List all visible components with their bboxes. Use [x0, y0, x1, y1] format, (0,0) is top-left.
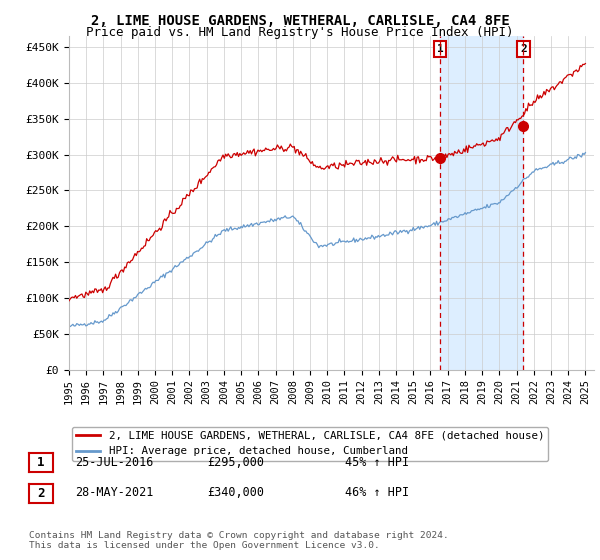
Text: Contains HM Land Registry data © Crown copyright and database right 2024.
This d: Contains HM Land Registry data © Crown c… — [29, 530, 449, 550]
Text: 2: 2 — [37, 487, 44, 500]
Text: Price paid vs. HM Land Registry's House Price Index (HPI): Price paid vs. HM Land Registry's House … — [86, 26, 514, 39]
Text: 28-MAY-2021: 28-MAY-2021 — [75, 486, 154, 500]
Text: £295,000: £295,000 — [207, 455, 264, 469]
Text: 2: 2 — [520, 44, 527, 54]
Text: 46% ↑ HPI: 46% ↑ HPI — [345, 486, 409, 500]
Text: 45% ↑ HPI: 45% ↑ HPI — [345, 455, 409, 469]
Text: 2, LIME HOUSE GARDENS, WETHERAL, CARLISLE, CA4 8FE: 2, LIME HOUSE GARDENS, WETHERAL, CARLISL… — [91, 14, 509, 28]
Bar — [440, 36, 523, 370]
Legend: 2, LIME HOUSE GARDENS, WETHERAL, CARLISLE, CA4 8FE (detached house), HPI: Averag: 2, LIME HOUSE GARDENS, WETHERAL, CARLISL… — [72, 427, 548, 461]
Text: 25-JUL-2016: 25-JUL-2016 — [75, 455, 154, 469]
Text: 1: 1 — [37, 456, 44, 469]
Text: £340,000: £340,000 — [207, 486, 264, 500]
Text: 1: 1 — [437, 44, 443, 54]
